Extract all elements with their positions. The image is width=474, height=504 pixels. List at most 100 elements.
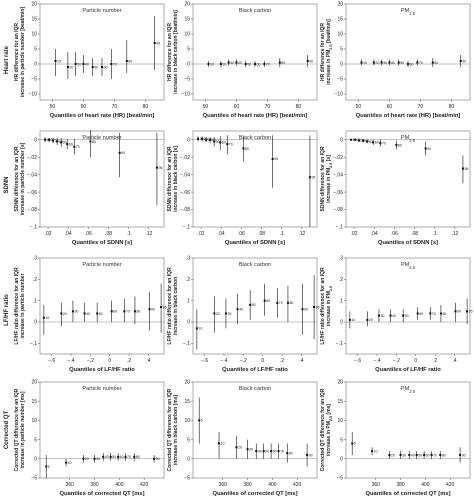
point-label: 50 (265, 449, 269, 453)
x-tick-label: 70 (265, 104, 271, 110)
y-tick-label: 5 (187, 47, 190, 53)
point-label: 60 (113, 310, 117, 314)
point-label: 30 (227, 312, 231, 316)
point-label: 50 (112, 455, 116, 459)
x-tick-label: .04 (371, 231, 378, 237)
point-label: 30 (383, 61, 387, 65)
point-label: 90 (309, 453, 313, 457)
y-tick-label: 10 (337, 418, 343, 424)
y-tick-label: 0 (340, 137, 343, 143)
point-label: 90 (151, 308, 155, 312)
point-label: 30 (74, 310, 78, 314)
point-label: 70 (382, 142, 386, 146)
y-tick-label: 15 (184, 399, 190, 405)
x-axis-label: Quantiles of corrected QT [ms] (365, 491, 450, 497)
plot-frame (346, 258, 470, 354)
panel-title: PM2.5 (401, 262, 416, 270)
y-axis-label: SDNN difference for an IQRincrease in PM… (320, 146, 333, 211)
panel-3-1: Black carbon −5 0 5 10 15 20 360 380 400 420 Quanti… (167, 380, 317, 497)
point-label: 30 (96, 457, 100, 461)
y-tick-label: 10 (337, 32, 343, 38)
point-label: 60 (410, 62, 414, 66)
panel-title: PM2.5 (401, 8, 416, 16)
x-tick-label: .1 (280, 231, 284, 237)
point-label: 10 (351, 318, 355, 322)
point-label: 30 (230, 61, 234, 65)
point-label: 60 (222, 141, 226, 145)
point-label: 40 (105, 455, 109, 459)
x-axis-label: Quantiles of SDNN [s] (72, 240, 132, 246)
x-axis-label: Quantiles of heart rate (HR) [beat/min] (203, 113, 308, 119)
panel-title: Particle number (82, 386, 121, 392)
y-tick-label: −5 (31, 476, 37, 482)
point-label: 10 (68, 461, 72, 465)
row-label-lf-hf: LF/HF ratio (4, 294, 10, 326)
x-tick-label: .04 (218, 231, 225, 237)
x-tick-label: −.2 (240, 358, 247, 364)
x-tick-label: 360 (372, 482, 381, 488)
x-tick-label: .02 (45, 231, 52, 237)
y-tick-label: −.1 (336, 225, 343, 231)
panel-title: PM2.5 (401, 386, 416, 394)
x-axis-label: Quantiles of SDNN [s] (225, 240, 285, 246)
plot-frame (193, 131, 317, 227)
y-tick-label: 0 (187, 457, 190, 463)
y-tick-label: −.06 (333, 190, 343, 196)
x-tick-label: 400 (115, 482, 124, 488)
point-label: 70 (113, 62, 117, 66)
x-tick-label: 360 (66, 482, 75, 488)
y-axis-label: SDNN difference for an IQRincrease in bl… (167, 146, 179, 212)
y-tick-label: −.1 (336, 341, 343, 347)
point-label: 20 (216, 312, 220, 316)
y-tick-label: 0 (187, 137, 190, 143)
point-label: 80 (442, 453, 446, 457)
point-label: 60 (69, 142, 73, 146)
x-tick-label: 60 (81, 104, 87, 110)
plot-frame (346, 382, 470, 478)
row-labels: Heart rate SDNN LF/HF ratio Corrected QT (4, 45, 10, 449)
y-tick-label: 15 (31, 17, 37, 23)
point-label: 50 (400, 61, 404, 65)
y-tick-label: 15 (31, 399, 37, 405)
x-tick-label: −.6 (201, 358, 208, 364)
row-label-corrected-qt: Corrected QT (4, 410, 10, 449)
y-tick-label: −5 (337, 77, 343, 83)
point-label: 40 (391, 61, 395, 65)
panel-title: PM2.5 (401, 135, 416, 143)
point-label: 40 (258, 449, 262, 453)
x-tick-label: −.6 (48, 358, 55, 364)
y-tick-label: 0 (340, 62, 343, 68)
panel-2-2: PM2.5−.10.1.2.3−.6 −.4 −.2 0.2.4Quantiles o… (320, 256, 473, 373)
plot-frame (40, 4, 164, 100)
point-label: 20 (375, 61, 379, 65)
point-label: 90 (274, 157, 278, 161)
point-label: 60 (266, 299, 270, 303)
point-label: 50 (99, 312, 103, 316)
x-tick-label: 50 (356, 104, 362, 110)
plot-frame (40, 131, 164, 227)
y-tick-label: 20 (31, 2, 37, 8)
point-label: 30 (77, 62, 81, 66)
point-label: 5 (48, 465, 50, 469)
y-tick-label: 10 (31, 418, 37, 424)
point-label: 95 (469, 310, 473, 314)
y-axis-label: HR difference for an IQRincrease in part… (14, 7, 26, 98)
row-label-heart-rate: Heart rate (4, 45, 10, 74)
point-label: 80 (398, 143, 402, 147)
point-label: 80 (128, 59, 132, 63)
point-label: 20 (369, 318, 373, 322)
y-tick-label: 5 (34, 47, 37, 53)
panel-grid: Particle number−10−50510152050 60 70 80Quan… (14, 2, 473, 497)
y-tick-label: 0 (34, 62, 37, 68)
x-tick-label: .04 (65, 231, 72, 237)
x-tick-label: −.2 (393, 358, 400, 364)
y-tick-label: .2 (339, 277, 343, 283)
y-tick-label: 15 (184, 17, 190, 23)
x-tick-label: .06 (85, 231, 92, 237)
x-tick-label: .08 (258, 231, 265, 237)
y-tick-label: .1 (33, 298, 37, 304)
y-tick-label: 20 (337, 380, 343, 386)
y-tick-label: 10 (184, 32, 190, 38)
point-label: 30 (402, 453, 406, 457)
x-tick-label: .12 (298, 231, 305, 237)
